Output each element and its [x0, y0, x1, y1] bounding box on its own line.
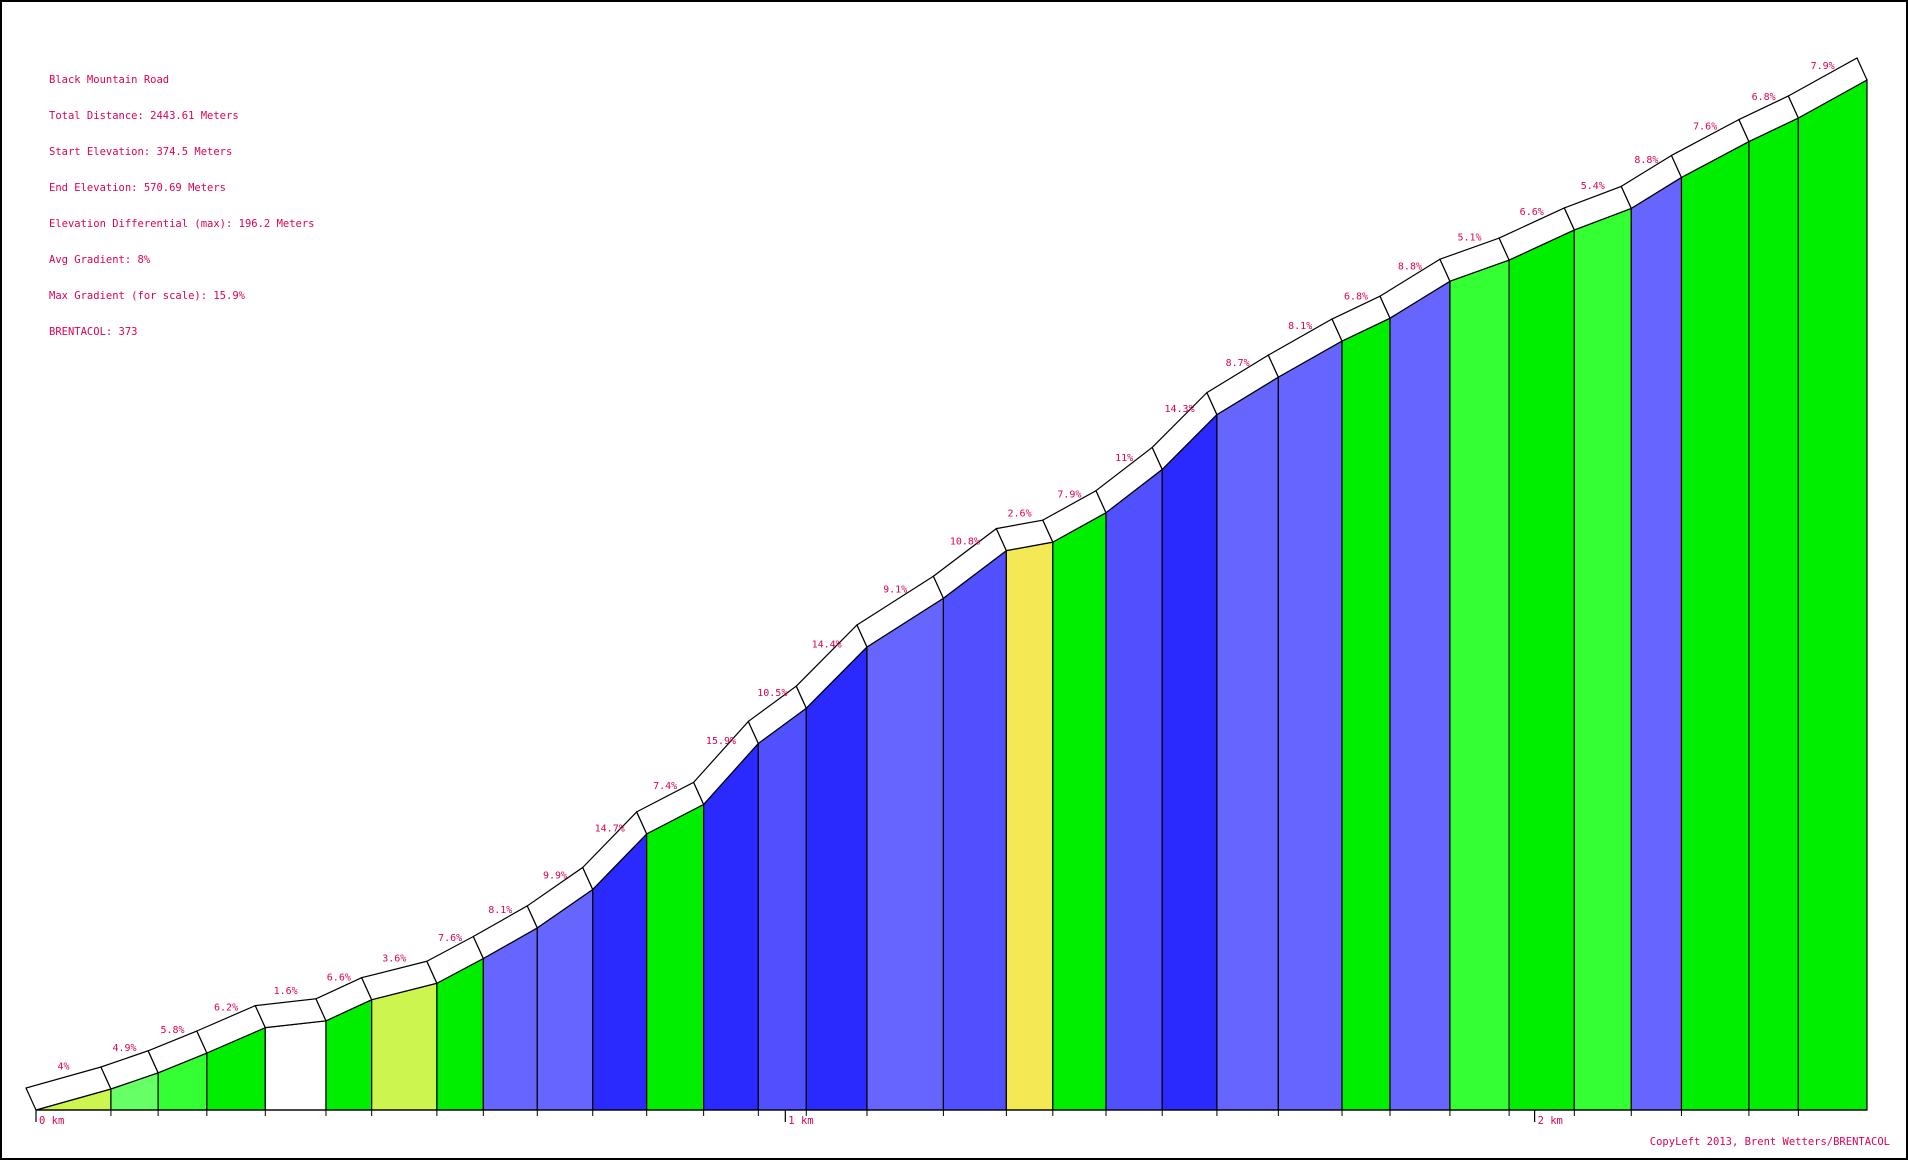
- gradient-label: 7.6%: [438, 933, 462, 944]
- gradient-label: 6.8%: [1344, 292, 1368, 303]
- gradient-label: 7.9%: [1811, 61, 1835, 72]
- profile-segment: [1052, 511, 1107, 1111]
- total-distance: Total Distance: 2443.61 Meters: [49, 110, 239, 122]
- gradient-label: 10.5%: [757, 688, 787, 699]
- gradient-label: 6.6%: [1520, 207, 1544, 218]
- start-elevation: Start Elevation: 374.5 Meters: [49, 146, 233, 158]
- gradient-label: 5.8%: [160, 1025, 184, 1036]
- gradient-label: 15.9%: [706, 736, 736, 747]
- end-elevation: End Elevation: 570.69 Meters: [49, 182, 227, 194]
- gradient-label: 10.8%: [950, 536, 980, 547]
- gradient-label: 7.9%: [1057, 489, 1081, 500]
- copyleft-credit: CopyLeft 2013, Brent Wetters/BRENTACOL: [1649, 1136, 1890, 1148]
- gradient-label: 8.8%: [1398, 262, 1422, 273]
- profile-segment: [1005, 541, 1054, 1111]
- avg-gradient: Avg Gradient: 8%: [49, 254, 151, 266]
- gradient-label: 14.3%: [1164, 404, 1194, 415]
- profile-segment: [264, 1020, 327, 1111]
- profile-segment: [436, 957, 484, 1111]
- profile-segment: [757, 706, 807, 1111]
- profile-segment: [1508, 228, 1575, 1111]
- gradient-label: 5.4%: [1581, 181, 1605, 192]
- gradient-label: 3.6%: [382, 953, 406, 964]
- gradient-label: 8.1%: [1288, 321, 1312, 332]
- profile-segment: [1341, 317, 1391, 1111]
- gradient-label: 11%: [1115, 453, 1133, 464]
- gradient-label: 14.7%: [595, 824, 625, 835]
- profile-segment: [866, 597, 945, 1111]
- profile-segment: [1161, 413, 1218, 1111]
- profile-segment: [1216, 376, 1279, 1111]
- gradient-label: 9.9%: [543, 871, 567, 882]
- profile-segment: [1680, 140, 1750, 1111]
- profile-segment: [942, 549, 1007, 1111]
- gradient-label: 6.6%: [327, 972, 351, 983]
- gradient-label: 4.9%: [112, 1043, 136, 1054]
- profile-segment: [1630, 176, 1683, 1111]
- x-axis-tick-label: 0 km: [39, 1115, 64, 1127]
- brentacol-score: BRENTACOL: 373: [49, 326, 138, 338]
- profile-segment: [703, 741, 759, 1111]
- profile-segment: [1797, 78, 1868, 1111]
- gradient-label: 6.8%: [1752, 92, 1776, 103]
- x-axis-tick-label: 2 km: [1538, 1115, 1563, 1127]
- gradient-label: 6.2%: [214, 1002, 238, 1013]
- profile-segment: [1389, 280, 1451, 1111]
- profile-segment: [1573, 207, 1632, 1111]
- profile-segment: [1277, 339, 1343, 1111]
- profile-segment: [805, 645, 868, 1111]
- route-title: Black Mountain Road: [49, 74, 170, 86]
- gradient-label: 8.7%: [1226, 358, 1250, 369]
- x-axis-tick-label: 1 km: [788, 1115, 813, 1127]
- gradient-label: 4%: [57, 1062, 69, 1073]
- gradient-label: 9.1%: [883, 585, 907, 596]
- gradient-label: 7.4%: [653, 781, 677, 792]
- profile-segment: [646, 803, 705, 1111]
- profile-segment: [371, 982, 438, 1111]
- gradient-label: 14.4%: [812, 640, 842, 651]
- route-info-block: Black Mountain Road Total Distance: 2443…: [49, 50, 315, 350]
- gradient-label: 1.6%: [274, 986, 298, 997]
- max-gradient: Max Gradient (for scale): 15.9%: [49, 290, 245, 302]
- gradient-label: 8.1%: [488, 905, 512, 916]
- gradient-label: 7.6%: [1693, 121, 1717, 132]
- profile-ribbon: [1787, 57, 1868, 119]
- elevation-differential: Elevation Differential (max): 196.2 Mete…: [49, 218, 315, 230]
- profile-segment: [482, 926, 538, 1111]
- gradient-label: 2.6%: [1008, 508, 1032, 519]
- profile-segment: [1105, 468, 1163, 1111]
- profile-segment: [1748, 117, 1799, 1111]
- profile-segment: [1449, 259, 1510, 1111]
- gradient-label: 5.1%: [1457, 233, 1481, 244]
- gradient-label: 8.8%: [1634, 155, 1658, 166]
